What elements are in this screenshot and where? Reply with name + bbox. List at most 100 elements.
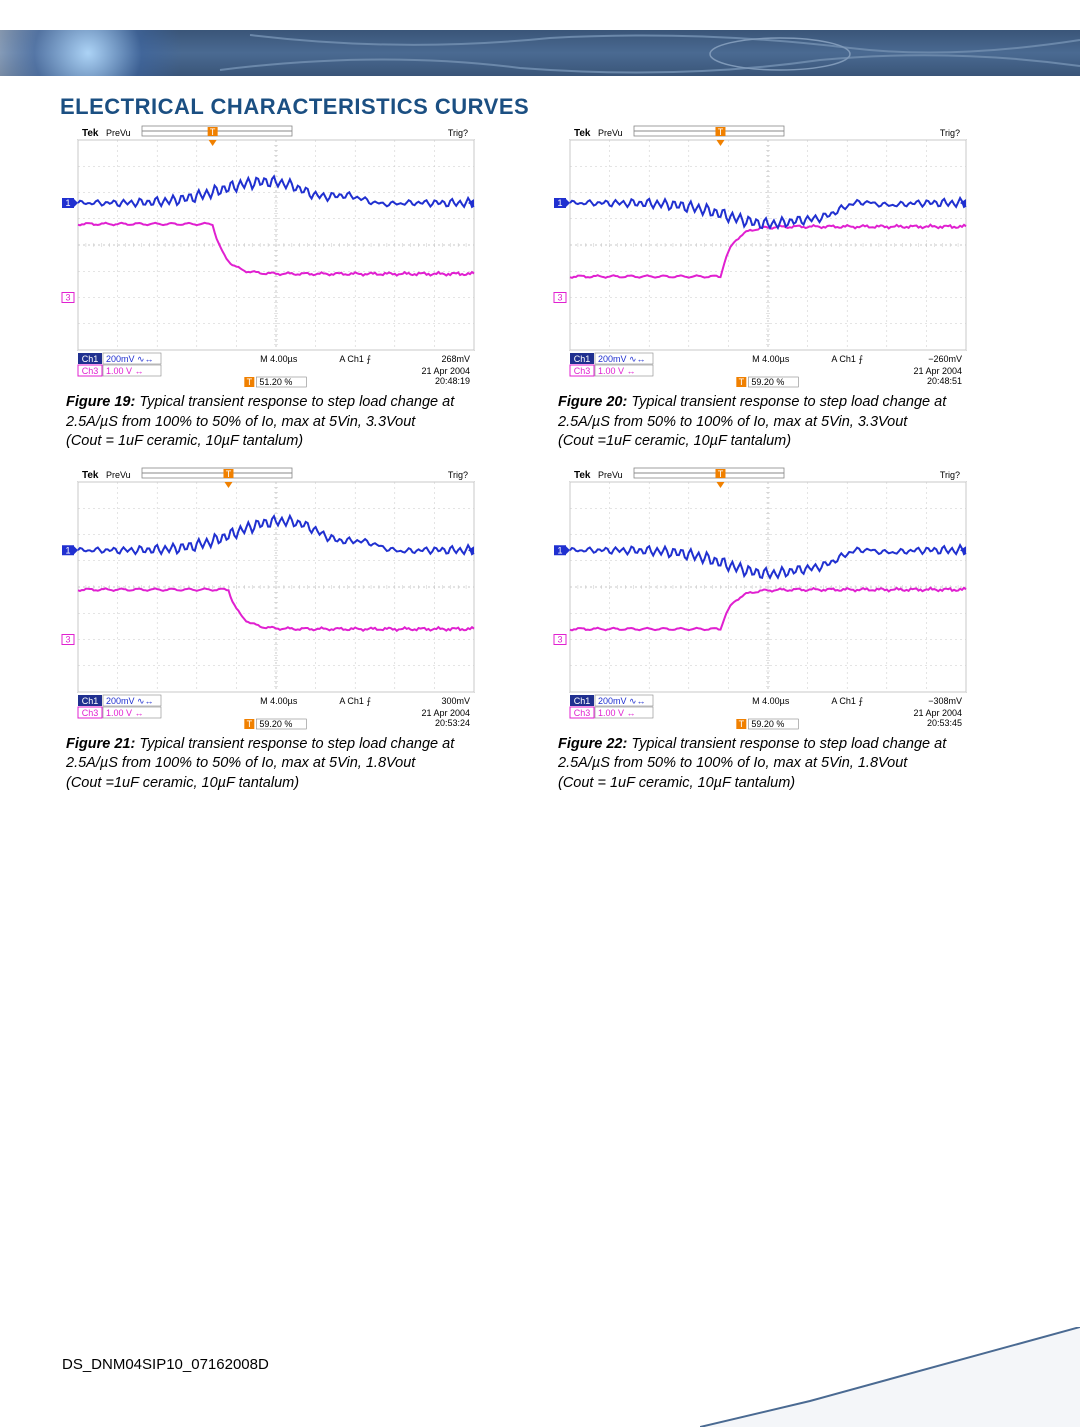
svg-text:59.20 %: 59.20 % — [259, 719, 292, 729]
svg-text:3: 3 — [65, 293, 70, 303]
ch3-readout: Ch3 1.00 V ↔ — [570, 707, 653, 718]
trig-src-readout: A Ch1 ⨍ — [831, 354, 863, 364]
svg-text:1: 1 — [557, 545, 562, 555]
svg-text:59.20 %: 59.20 % — [751, 377, 784, 387]
trig-level-readout: 268mV — [441, 354, 470, 364]
svg-text:T: T — [739, 377, 745, 387]
svg-text:1: 1 — [557, 198, 562, 208]
ch1-marker-icon: 1 — [62, 198, 78, 208]
svg-text:Ch3: Ch3 — [82, 708, 99, 718]
svg-text:T: T — [718, 469, 724, 479]
svg-text:1: 1 — [65, 545, 70, 555]
svg-text:1.00 V ↔: 1.00 V ↔ — [598, 366, 636, 376]
trig-level-readout: −308mV — [928, 696, 962, 706]
svg-text:Ch1: Ch1 — [574, 696, 591, 706]
svg-text:T: T — [739, 719, 745, 729]
mode-label: PreVu — [106, 470, 131, 480]
figure-block: Tek PreVu T Trig? 1 3 Ch1 200mV ∿↔ M 4.0… — [60, 466, 490, 800]
scope-3: Tek PreVu T Trig? 1 3 Ch1 200mV ∿↔ M 4.0… — [552, 466, 982, 731]
svg-text:1.00 V ↔: 1.00 V ↔ — [106, 708, 144, 718]
svg-text:200mV ∿↔: 200mV ∿↔ — [106, 354, 154, 364]
ch1-marker-icon: 1 — [554, 545, 570, 555]
vendor-label: Tek — [82, 128, 99, 139]
timestamp-date: 21 Apr 2004 — [421, 366, 470, 376]
ch3-readout: Ch3 1.00 V ↔ — [78, 707, 161, 718]
trig-level-readout: 300mV — [441, 696, 470, 706]
figure-block: Tek PreVu T Trig? 1 3 Ch1 200mV ∿↔ M 4.0… — [552, 466, 982, 800]
figure-block: Tek PreVu T Trig? 1 3 Ch1 200mV ∿↔ M 4.0… — [60, 124, 490, 458]
svg-text:200mV ∿↔: 200mV ∿↔ — [598, 696, 646, 706]
svg-text:59.20 %: 59.20 % — [751, 719, 784, 729]
timebase-readout: M 4.00µs — [752, 696, 790, 706]
figure-caption: Figure 21: Typical transient response to… — [60, 731, 490, 800]
svg-text:3: 3 — [557, 634, 562, 644]
scope-2: Tek PreVu T Trig? 1 3 Ch1 200mV ∿↔ M 4.0… — [60, 466, 490, 731]
ch1-marker-icon: 1 — [554, 198, 570, 208]
svg-text:Ch1: Ch1 — [82, 696, 99, 706]
scope-0: Tek PreVu T Trig? 1 3 Ch1 200mV ∿↔ M 4.0… — [60, 124, 490, 389]
mode-label: PreVu — [598, 470, 623, 480]
vendor-label: Tek — [82, 470, 99, 481]
ch1-readout: Ch1 200mV ∿↔ — [570, 695, 653, 706]
ch3-marker-icon: 3 — [554, 634, 566, 644]
cursor-pct-readout: T 59.20 % — [736, 377, 798, 387]
svg-text:1.00 V ↔: 1.00 V ↔ — [598, 708, 636, 718]
timebase-readout: M 4.00µs — [752, 354, 790, 364]
svg-text:Ch3: Ch3 — [574, 708, 591, 718]
mode-label: PreVu — [106, 128, 131, 138]
oscilloscope: Tek PreVu T Trig? 1 3 Ch1 200mV ∿↔ M 4.0… — [60, 466, 490, 731]
trig-label: Trig? — [940, 470, 960, 480]
ch1-readout: Ch1 200mV ∿↔ — [78, 695, 161, 706]
trig-src-readout: A Ch1 ⨍ — [831, 696, 863, 706]
footer-page-number: 6 — [1002, 1376, 1010, 1393]
ch1-readout: Ch1 200mV ∿↔ — [78, 353, 161, 364]
svg-text:T: T — [210, 127, 216, 137]
cursor-pct-readout: T 51.20 % — [244, 377, 306, 387]
timebase-readout: M 4.00µs — [260, 354, 298, 364]
vendor-label: Tek — [574, 128, 591, 139]
oscilloscope: Tek PreVu T Trig? 1 3 Ch1 200mV ∿↔ M 4.0… — [552, 124, 982, 389]
svg-text:200mV ∿↔: 200mV ∿↔ — [598, 354, 646, 364]
figure-caption: Figure 22: Typical transient response to… — [552, 731, 982, 800]
svg-text:200mV ∿↔: 200mV ∿↔ — [106, 696, 154, 706]
figures-grid: Tek PreVu T Trig? 1 3 Ch1 200mV ∿↔ M 4.0… — [0, 124, 1080, 799]
timestamp-date: 21 Apr 2004 — [913, 708, 962, 718]
svg-text:T: T — [247, 719, 253, 729]
timestamp-time: 20:48:51 — [927, 376, 962, 386]
figure-caption: Figure 20: Typical transient response to… — [552, 389, 982, 458]
svg-text:1: 1 — [65, 198, 70, 208]
svg-text:Ch3: Ch3 — [574, 366, 591, 376]
ch1-marker-icon: 1 — [62, 545, 78, 555]
svg-text:Ch1: Ch1 — [82, 354, 99, 364]
scope-1: Tek PreVu T Trig? 1 3 Ch1 200mV ∿↔ M 4.0… — [552, 124, 982, 389]
oscilloscope: Tek PreVu T Trig? 1 3 Ch1 200mV ∿↔ M 4.0… — [60, 124, 490, 389]
timestamp-time: 20:53:45 — [927, 718, 962, 728]
ch3-marker-icon: 3 — [62, 634, 74, 644]
svg-text:1.00 V ↔: 1.00 V ↔ — [106, 366, 144, 376]
ch3-readout: Ch3 1.00 V ↔ — [570, 365, 653, 376]
ch1-readout: Ch1 200mV ∿↔ — [570, 353, 653, 364]
trig-label: Trig? — [448, 470, 468, 480]
svg-text:T: T — [247, 377, 253, 387]
trig-src-readout: A Ch1 ⨍ — [339, 696, 371, 706]
timestamp-time: 20:48:19 — [435, 376, 470, 386]
svg-text:3: 3 — [557, 293, 562, 303]
svg-text:Ch3: Ch3 — [82, 366, 99, 376]
figure-caption: Figure 19: Typical transient response to… — [60, 389, 490, 458]
svg-text:3: 3 — [65, 634, 70, 644]
vendor-label: Tek — [574, 470, 591, 481]
timestamp-time: 20:53:24 — [435, 718, 470, 728]
oscilloscope: Tek PreVu T Trig? 1 3 Ch1 200mV ∿↔ M 4.0… — [552, 466, 982, 731]
timestamp-date: 21 Apr 2004 — [913, 366, 962, 376]
timebase-readout: M 4.00µs — [260, 696, 298, 706]
footer-wedge — [700, 1327, 1080, 1427]
page-title: ELECTRICAL CHARACTERISTICS CURVES — [60, 94, 1080, 120]
footer-doc-id: DS_DNM04SIP10_07162008D — [62, 1356, 269, 1373]
trig-level-readout: −260mV — [928, 354, 962, 364]
svg-text:T: T — [718, 127, 724, 137]
ch3-readout: Ch3 1.00 V ↔ — [78, 365, 161, 376]
cursor-pct-readout: T 59.20 % — [736, 719, 798, 729]
trig-label: Trig? — [448, 128, 468, 138]
cursor-pct-readout: T 59.20 % — [244, 719, 306, 729]
ch3-marker-icon: 3 — [554, 293, 566, 303]
